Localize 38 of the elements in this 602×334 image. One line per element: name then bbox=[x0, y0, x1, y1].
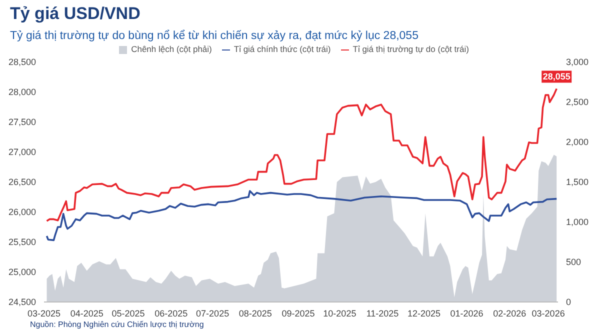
annotation: 28,055 bbox=[542, 72, 570, 82]
x-tick-label: 03-2025 bbox=[27, 308, 61, 318]
x-tick-label: 10-2025 bbox=[323, 308, 356, 318]
x-tick-label: 12-2025 bbox=[407, 308, 440, 318]
x-tick-label: 06-2025 bbox=[154, 308, 188, 318]
x-tick-label: 09-2025 bbox=[282, 308, 315, 318]
y-tick-label: 27,500 bbox=[8, 117, 36, 128]
chart-subtitle: Tỷ giá thị trường tự do bùng nổ kể từ khi chiến sự xảy ra, đạt mức kỷ lục 28,055 bbox=[10, 30, 418, 42]
line-series bbox=[46, 88, 558, 222]
x-tick-label: 03-2026 bbox=[532, 308, 565, 318]
y2-tick-label: 2,500 bbox=[566, 97, 589, 108]
y-tick-label: 25,500 bbox=[8, 237, 36, 248]
y-tick-label: 26,500 bbox=[8, 177, 36, 188]
x-tick-label: 02-2026 bbox=[493, 308, 526, 318]
x-tick-label: 08-2025 bbox=[238, 308, 272, 318]
x-tick-label: 07-2025 bbox=[196, 308, 230, 318]
y-tick-label: 25,000 bbox=[8, 267, 36, 278]
y2-tick-label: 1,000 bbox=[566, 217, 589, 228]
x-tick-label: 04-2025 bbox=[70, 308, 104, 318]
y-tick-label: 27,000 bbox=[8, 147, 36, 158]
y2-tick-label: 3,000 bbox=[566, 57, 589, 68]
text: Nguồn: Phòng Nghiên cứu Chiến lược thị trường bbox=[30, 320, 204, 329]
line-series bbox=[46, 190, 558, 242]
x-tick-label: 01-2026 bbox=[450, 308, 484, 318]
y2-tick-label: 2,000 bbox=[566, 137, 589, 148]
y-tick-label: 24,500 bbox=[8, 297, 36, 308]
y-tick-label: 26,000 bbox=[8, 207, 36, 218]
y2-tick-label: 1,500 bbox=[566, 177, 589, 188]
legend-label: Tỉ giá thị trường tự do (cột trái) bbox=[352, 44, 469, 54]
y-tick-label: 28,500 bbox=[8, 57, 36, 68]
chart-title: Tỷ giá USD/VND bbox=[10, 4, 140, 24]
y2-tick-label: 0 bbox=[566, 297, 572, 308]
legend-label: Tỉ giá chính thức (cột trái) bbox=[234, 44, 331, 54]
legend-label: Chênh lệch (cột phải) bbox=[131, 44, 212, 54]
y-tick-label: 28,000 bbox=[8, 87, 36, 98]
y2-tick-label: 500 bbox=[566, 257, 582, 268]
x-tick-label: 05-2025 bbox=[112, 308, 145, 318]
x-tick-label: 11-2025 bbox=[366, 308, 399, 318]
